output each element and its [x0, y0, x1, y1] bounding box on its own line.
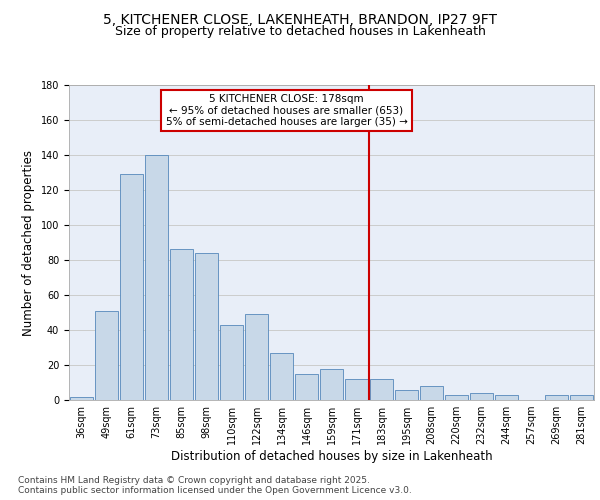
Bar [370, 379, 394, 400]
Bar [470, 393, 493, 400]
Bar [145, 155, 169, 400]
Bar [320, 368, 343, 400]
Bar [344, 379, 368, 400]
Bar [419, 386, 443, 400]
Bar [269, 353, 293, 400]
Text: 5 KITCHENER CLOSE: 178sqm
← 95% of detached houses are smaller (653)
5% of semi-: 5 KITCHENER CLOSE: 178sqm ← 95% of detac… [166, 94, 407, 127]
Bar [245, 314, 268, 400]
Bar [220, 325, 244, 400]
Text: Contains HM Land Registry data © Crown copyright and database right 2025.
Contai: Contains HM Land Registry data © Crown c… [18, 476, 412, 495]
Bar [194, 253, 218, 400]
Bar [95, 310, 118, 400]
Text: 5, KITCHENER CLOSE, LAKENHEATH, BRANDON, IP27 9FT: 5, KITCHENER CLOSE, LAKENHEATH, BRANDON,… [103, 12, 497, 26]
Bar [569, 395, 593, 400]
Bar [119, 174, 143, 400]
Bar [70, 396, 94, 400]
Y-axis label: Number of detached properties: Number of detached properties [22, 150, 35, 336]
Bar [445, 395, 469, 400]
Bar [295, 374, 319, 400]
X-axis label: Distribution of detached houses by size in Lakenheath: Distribution of detached houses by size … [170, 450, 493, 463]
Bar [494, 395, 518, 400]
Bar [170, 250, 193, 400]
Bar [395, 390, 418, 400]
Text: Size of property relative to detached houses in Lakenheath: Size of property relative to detached ho… [115, 25, 485, 38]
Bar [545, 395, 568, 400]
